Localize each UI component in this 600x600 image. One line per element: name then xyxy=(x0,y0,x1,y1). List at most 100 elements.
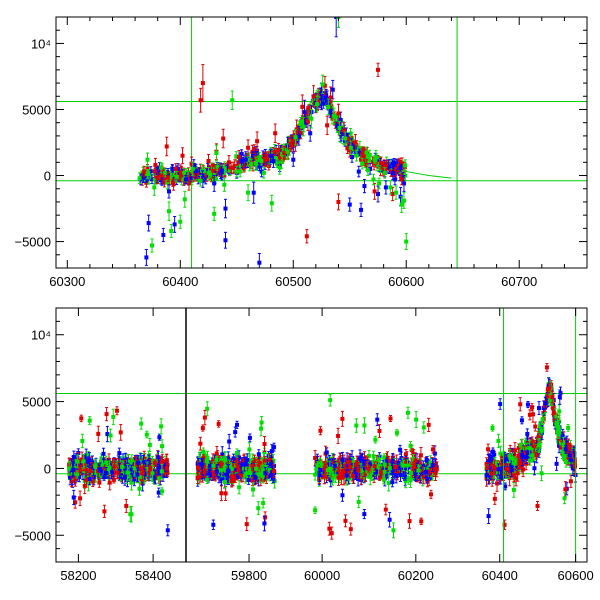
data-point xyxy=(155,473,160,478)
top-frame xyxy=(55,16,588,269)
data-point xyxy=(132,477,137,482)
data-point xyxy=(71,454,76,459)
data-point xyxy=(161,232,166,237)
data-point xyxy=(200,178,205,183)
data-point xyxy=(297,123,302,128)
data-point xyxy=(170,180,175,185)
data-point xyxy=(151,473,156,478)
data-point xyxy=(259,158,264,163)
data-point xyxy=(150,177,155,182)
data-point xyxy=(239,159,244,164)
data-point xyxy=(266,154,271,159)
data-point xyxy=(371,177,376,182)
data-point xyxy=(174,174,179,179)
data-point xyxy=(107,465,112,470)
data-point xyxy=(357,150,362,155)
data-point xyxy=(298,131,303,136)
data-point xyxy=(400,174,405,179)
data-point xyxy=(300,104,305,109)
data-point xyxy=(306,115,311,120)
data-point xyxy=(139,463,144,468)
data-point xyxy=(399,202,404,207)
data-point xyxy=(107,480,112,485)
data-point xyxy=(137,176,142,181)
data-point xyxy=(397,168,402,173)
data-point xyxy=(145,466,150,471)
data-point xyxy=(251,190,256,195)
data-point xyxy=(311,94,316,99)
data-point xyxy=(361,154,366,159)
x-tick-label: 60300 xyxy=(49,274,85,289)
data-point xyxy=(86,481,91,486)
data-point xyxy=(298,120,303,125)
data-point xyxy=(263,515,268,520)
x-tick-label: 60500 xyxy=(275,274,311,289)
data-point xyxy=(213,176,218,181)
data-point xyxy=(159,461,164,466)
data-point xyxy=(226,160,231,165)
data-point xyxy=(367,153,372,158)
data-point xyxy=(348,131,353,136)
data-point xyxy=(375,192,380,197)
data-point xyxy=(246,145,251,150)
data-point xyxy=(97,480,102,485)
data-point xyxy=(188,176,193,181)
data-point xyxy=(75,459,80,464)
data-point xyxy=(117,451,122,456)
x-tick-label: 60600 xyxy=(388,274,424,289)
data-point xyxy=(277,152,282,157)
data-point xyxy=(342,128,347,133)
data-point xyxy=(156,467,161,472)
data-point xyxy=(273,155,278,160)
data-point xyxy=(165,466,170,471)
data-point xyxy=(75,472,80,477)
data-point xyxy=(150,458,155,463)
data-point xyxy=(274,161,279,166)
data-point xyxy=(195,171,200,176)
data-point xyxy=(128,512,133,517)
data-point xyxy=(86,452,91,457)
data-point xyxy=(169,229,174,234)
data-point xyxy=(214,168,219,173)
data-point xyxy=(259,420,264,425)
data-point xyxy=(383,185,388,190)
data-point xyxy=(161,474,166,479)
data-point xyxy=(211,164,216,169)
data-point xyxy=(152,461,157,466)
data-point xyxy=(398,159,403,164)
data-point xyxy=(141,175,146,180)
data-point xyxy=(206,170,211,175)
data-point xyxy=(388,185,393,190)
y-tick-label: 10⁴ xyxy=(31,36,51,51)
data-point xyxy=(361,159,366,164)
data-point xyxy=(350,155,355,160)
data-point xyxy=(336,199,341,204)
data-point xyxy=(269,201,274,206)
data-point xyxy=(150,243,155,248)
data-point xyxy=(144,180,149,185)
data-point xyxy=(401,198,406,203)
data-point xyxy=(198,178,203,183)
data-point xyxy=(164,458,169,463)
data-point xyxy=(164,144,169,149)
data-point xyxy=(147,442,152,447)
bottom-panel: 58200 58400 59800 60000 60200 60400 60600−5000… xyxy=(14,307,594,583)
data-point xyxy=(354,153,359,158)
data-point xyxy=(302,110,307,115)
data-point xyxy=(223,206,228,211)
data-point xyxy=(257,164,262,169)
data-point xyxy=(197,170,202,175)
data-point xyxy=(109,468,114,473)
data-point xyxy=(338,118,343,123)
data-point xyxy=(176,166,181,171)
data-point xyxy=(316,99,321,104)
data-point xyxy=(280,152,285,157)
data-point xyxy=(79,416,84,421)
data-point xyxy=(114,462,119,467)
data-point xyxy=(390,171,395,176)
data-point xyxy=(96,431,101,436)
data-point xyxy=(166,189,171,194)
data-point xyxy=(321,101,326,106)
data-point xyxy=(172,222,177,227)
data-point xyxy=(348,145,353,150)
